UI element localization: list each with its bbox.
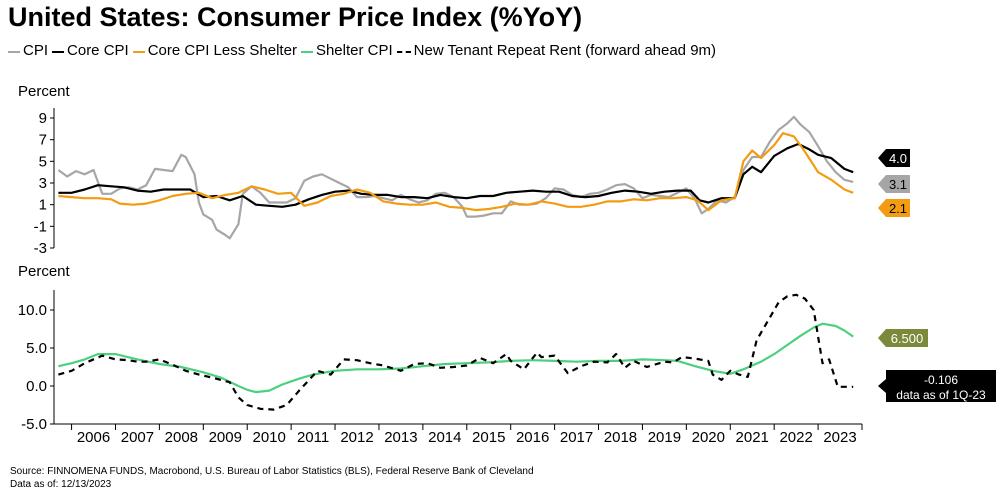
- xtick-label: 2012: [340, 429, 373, 446]
- bottom-ylabel: Percent: [18, 263, 71, 280]
- source-note: Source: FINNOMENA FUNDS, Macrobond, U.S.…: [10, 466, 534, 477]
- legend-label-shelter-cpi: Shelter CPI: [315, 42, 393, 59]
- legend-item-new-tenant-rent: New Tenant Repeat Rent (forward ahead 9m…: [396, 42, 717, 59]
- bottom-end-label-text: -0.106: [924, 373, 958, 387]
- xtick-label: 2023: [823, 429, 856, 446]
- top-end-label-box: [878, 175, 910, 193]
- top-ylabel: Percent: [18, 83, 71, 100]
- xtick-label: 2009: [209, 429, 242, 446]
- xtick-label: 2013: [384, 429, 417, 446]
- bottom-end-label-box: [878, 370, 996, 402]
- legend-label-core-cpi: Core CPI: [67, 42, 129, 59]
- bottom-y-ticks: 10.0 5.0 0.0 -5.0: [18, 302, 54, 433]
- xtick-label: 2021: [736, 429, 769, 446]
- top-end-labels: 4.0 3.1 2.1: [878, 149, 910, 217]
- top-end-label-box: [878, 199, 910, 217]
- legend: CPI Core CPI Core CPI Less Shelter Shelt…: [8, 42, 720, 59]
- chart-title: United States: Consumer Price Index (%Yo…: [8, 2, 583, 32]
- xtick-label: 2006: [77, 429, 110, 446]
- xtick-label: 2016: [516, 429, 549, 446]
- legend-swatch-shelter-cpi: [300, 50, 313, 53]
- bottom-end-label-box: [878, 329, 928, 347]
- top-ytick-label: 1: [39, 197, 47, 214]
- bottom-ytick-label: 10.0: [18, 302, 47, 319]
- series-cpi: [57, 115, 854, 240]
- xtick-label: 2007: [121, 429, 154, 446]
- top-ytick-label: 5: [39, 153, 47, 170]
- top-ytick-label: -1: [34, 218, 47, 235]
- xtick-label: 2014: [428, 429, 461, 446]
- top-ytick-label: 3: [39, 175, 47, 192]
- bottom-end-label-subtext: data as of 1Q-23: [896, 388, 986, 402]
- xtick-label: 2019: [648, 429, 681, 446]
- top-ytick-label: 9: [39, 110, 47, 127]
- top-y-ticks: 9 7 5 3 1 -1 -3: [34, 110, 54, 257]
- top-ytick-label: -3: [34, 240, 47, 257]
- legend-label-cpi: CPI: [23, 42, 49, 59]
- top-end-label-box: [878, 149, 910, 167]
- x-ticks: 2006 2007 2008 2009 2010 2011 2012 2013 2014 2015…: [71, 424, 863, 446]
- legend-swatch-core-less-shelter: [132, 50, 145, 53]
- xtick-label: 2015: [472, 429, 505, 446]
- bottom-ytick-label: -5.0: [21, 416, 47, 433]
- bottom-ytick-label: 5.0: [26, 340, 47, 357]
- bottom-end-label-text: 6.500: [891, 331, 924, 346]
- legend-label-new-tenant-rent: New Tenant Repeat Rent (forward ahead 9m…: [413, 42, 717, 59]
- xtick-label: 2017: [560, 429, 593, 446]
- xtick-label: 2022: [779, 429, 812, 446]
- legend-label-core-less-shelter: Core CPI Less Shelter: [147, 42, 297, 59]
- legend-swatch-new-tenant-rent: [396, 50, 411, 53]
- xtick-label: 2010: [252, 429, 285, 446]
- series-new-tenant-repeat-rent-forward-ahead-9m: [58, 293, 854, 411]
- xtick-label: 2018: [604, 429, 637, 446]
- legend-item-shelter-cpi: Shelter CPI: [300, 42, 393, 59]
- series-shelter-cpi: [58, 322, 854, 394]
- xtick-label: 2020: [692, 429, 725, 446]
- series-core-cpi-less-shelter: [58, 132, 854, 212]
- legend-swatch-cpi: [8, 50, 20, 53]
- top-ytick-label: 7: [39, 132, 47, 149]
- bottom-ytick-label: 0.0: [26, 378, 47, 395]
- legend-item-cpi: CPI: [8, 42, 48, 59]
- xtick-label: 2011: [297, 429, 329, 446]
- xtick-label: 2008: [165, 429, 198, 446]
- data-date-note: Data as of: 12/13/2023: [10, 479, 112, 490]
- top-end-label-text: 4.0: [889, 151, 907, 166]
- top-end-label-text: 2.1: [889, 201, 907, 216]
- legend-swatch-core-cpi: [52, 50, 65, 53]
- legend-item-core-cpi: Core CPI: [52, 42, 129, 59]
- bottom-series-group: [58, 293, 854, 411]
- top-end-label-text: 3.1: [889, 177, 907, 192]
- legend-item-core-less-shelter: Core CPI Less Shelter: [132, 42, 297, 59]
- top-series-group: [57, 115, 854, 240]
